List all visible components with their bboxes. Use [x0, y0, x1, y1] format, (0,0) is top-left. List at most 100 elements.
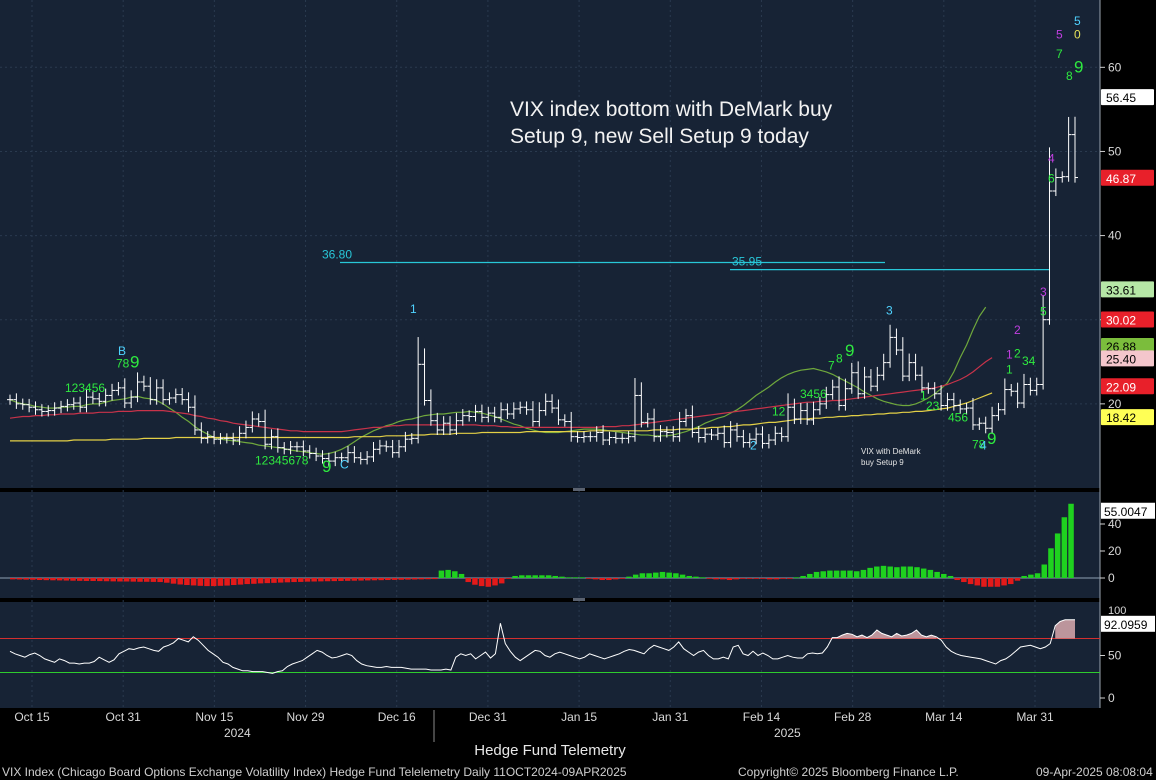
macd-bar	[807, 573, 813, 578]
ohlc-bar	[695, 425, 702, 443]
x-tick-label: Nov 15	[195, 710, 233, 724]
macd-bar	[264, 578, 271, 584]
macd-bar	[699, 577, 706, 579]
macd-bar	[505, 578, 512, 579]
ohlc-bar	[478, 404, 485, 423]
macd-bar	[653, 572, 659, 578]
macd-bar	[1048, 548, 1054, 578]
ohlc-bar	[466, 410, 473, 422]
ohlc-bar	[300, 440, 307, 457]
setup-count-label: 5	[1056, 28, 1063, 42]
ohlc-bar	[925, 382, 932, 394]
setup-count-label: 3456	[800, 387, 827, 401]
ohlc-bar	[211, 430, 218, 445]
x-tick-label: Dec 31	[469, 710, 507, 724]
price-panel	[0, 0, 1100, 488]
macd-bar	[847, 570, 853, 578]
ohlc-bar	[682, 408, 689, 427]
ohlc-bar	[242, 420, 249, 439]
setup-count-label: 456	[948, 411, 968, 425]
ohlc-bar	[472, 404, 479, 422]
ohlc-bar	[708, 428, 715, 441]
ohlc-bar	[874, 366, 881, 392]
macd-bar	[143, 578, 150, 582]
ohlc-bar	[740, 429, 747, 448]
ohlc-bar	[651, 408, 658, 442]
macd-bar	[853, 571, 860, 578]
x-tick-label: Feb 28	[834, 710, 872, 724]
macd-bar	[318, 578, 324, 582]
price-tag: 46.87	[1101, 169, 1154, 186]
setup-count-label: B	[118, 344, 126, 358]
ohlc-bar	[58, 400, 65, 414]
ohlc-bar	[427, 389, 434, 426]
macd-bar	[1014, 578, 1021, 581]
macd-bar	[324, 578, 331, 582]
price-tick-label: 40	[1108, 229, 1122, 243]
ohlc-bar	[83, 389, 90, 413]
small-note-line-1: VIX with DeMark	[861, 447, 922, 456]
ohlc-bar	[606, 431, 613, 446]
macd-bar	[184, 578, 190, 586]
setup-count-label: 5	[1040, 305, 1047, 319]
macd-bar	[76, 578, 83, 581]
macd-bar	[920, 568, 927, 578]
x-tick-label: Oct 15	[14, 710, 50, 724]
ohlc-bar	[185, 392, 192, 413]
ohlc-bar	[791, 398, 798, 425]
ohlc-bar	[223, 433, 230, 444]
macd-bar	[693, 576, 699, 578]
macd-bar	[97, 578, 103, 582]
macd-bar	[833, 570, 840, 578]
ohlc-bar	[109, 383, 116, 401]
macd-bar	[813, 571, 820, 578]
ohlc-bar	[160, 379, 167, 405]
ohlc-bar	[759, 426, 766, 449]
ohlc-bar	[421, 348, 428, 406]
moving-average-line	[9, 357, 993, 433]
macd-bar	[987, 578, 994, 587]
macd-bar	[559, 576, 565, 578]
ohlc-bar	[498, 402, 505, 423]
ohlc-bar	[816, 397, 823, 415]
ohlc-bar	[453, 412, 460, 435]
setup-count-label: 34	[1022, 354, 1036, 368]
macd-bar	[10, 578, 16, 580]
rsi-tick-label: 0	[1108, 691, 1115, 705]
svg-text:25.40: 25.40	[1106, 352, 1136, 366]
macd-bar	[753, 578, 759, 579]
ohlc-bar	[555, 399, 562, 425]
macd-bar	[284, 578, 291, 583]
macd-bar	[405, 578, 411, 580]
ohlc-bar	[179, 388, 186, 405]
ohlc-bar	[230, 432, 237, 446]
ohlc-bar	[338, 452, 345, 463]
macd-bar	[565, 577, 572, 579]
ohlc-bar	[376, 439, 383, 455]
ohlc-bar	[931, 382, 938, 399]
ohlc-bar	[249, 411, 256, 433]
setup-count-label: 1	[1006, 363, 1013, 377]
macd-bar	[666, 572, 672, 578]
ohlc-bar	[364, 451, 371, 465]
ohlc-bar	[823, 386, 830, 409]
macd-bar	[137, 578, 143, 582]
ohlc-bar	[848, 362, 855, 394]
ohlc-bar	[115, 382, 122, 396]
macd-bar	[157, 578, 163, 583]
price-tag: 33.61	[1101, 281, 1154, 298]
ohlc-bar	[236, 426, 243, 446]
ohlc-bar	[357, 452, 364, 465]
ohlc-bar	[568, 411, 575, 442]
ohlc-bar	[134, 372, 141, 403]
ohlc-bar	[370, 441, 377, 462]
macd-bar	[298, 578, 304, 582]
setup-count-label: 8	[1066, 69, 1073, 83]
ohlc-bar	[153, 379, 160, 405]
macd-bar	[130, 578, 137, 582]
macd-bar	[498, 578, 505, 584]
footer-description: VIX Index (Chicago Board Options Exchang…	[2, 765, 627, 779]
macd-bar	[733, 578, 739, 580]
small-note-line-2: buy Setup 9	[861, 458, 904, 467]
